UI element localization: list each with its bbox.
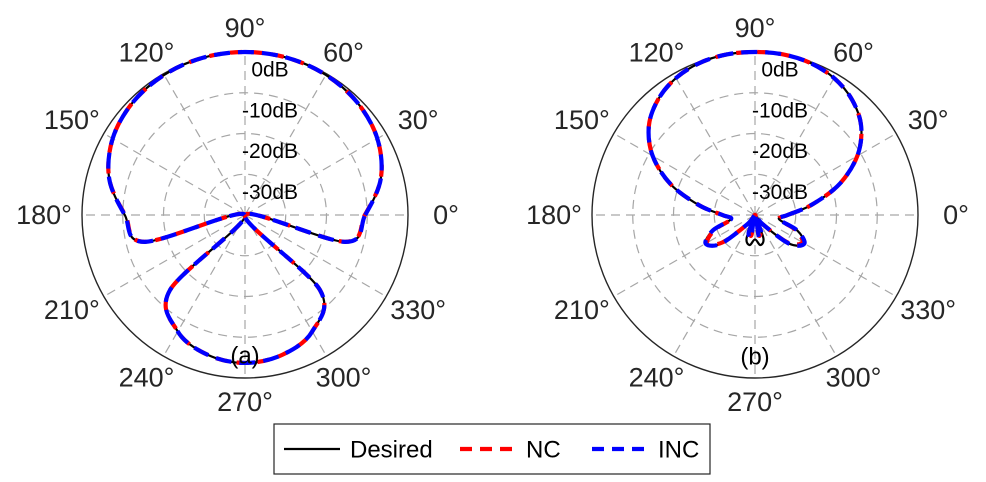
r-tick-label: -30dB <box>752 181 808 204</box>
grid-spoke <box>754 214 897 298</box>
grid-spoke <box>613 214 756 298</box>
legend-label-nc: NC <box>526 437 561 464</box>
angle-tick-label: 150° <box>44 105 100 135</box>
grid-spoke <box>672 214 756 357</box>
angle-tick-label: 60° <box>833 37 874 67</box>
angle-tick-label: 300° <box>826 363 882 393</box>
r-tick-label: -10dB <box>752 99 808 122</box>
angle-tick-label: 300° <box>316 363 372 393</box>
panel-label: (a) <box>230 343 259 370</box>
grid-spoke <box>244 132 387 216</box>
angle-tick-label: 120° <box>629 37 685 67</box>
angle-tick-label: 240° <box>119 363 175 393</box>
legend-label-inc: INC <box>658 437 699 464</box>
angle-tick-label: 120° <box>119 37 175 67</box>
angle-tick-label: 330° <box>390 295 446 325</box>
grid-spoke <box>754 132 897 216</box>
r-tick-label: -30dB <box>242 181 298 204</box>
series-line-inc <box>646 49 864 248</box>
grid-spoke <box>613 132 756 216</box>
grid-spoke <box>244 73 328 216</box>
panel-label: (b) <box>740 344 769 371</box>
angle-tick-label: 60° <box>323 37 364 67</box>
polar-panel-b: 0dB -10dB -20dB -30dB 0° 30° 60° 90° 120° 150° 180… <box>526 13 969 417</box>
polar-panel-a: 0dB -10dB -20dB -30dB 0° 30° 60° 90° 120° 150° 180… <box>16 13 459 417</box>
angle-tick-label: 90° <box>225 13 266 43</box>
r-tick-label: -20dB <box>242 140 298 163</box>
angle-tick-label: 150° <box>554 105 610 135</box>
grid-spoke <box>754 73 838 216</box>
angle-tick-label: 240° <box>629 363 685 393</box>
angle-tick-label: 180° <box>526 200 582 230</box>
angle-tick-label: 30° <box>398 105 439 135</box>
angle-tick-label: 90° <box>735 13 776 43</box>
angle-tick-label: 180° <box>16 200 72 230</box>
grid-spoke <box>754 214 838 357</box>
grid-spoke <box>244 214 387 298</box>
r-tick-label: 0dB <box>251 59 288 82</box>
series-line-inc <box>106 49 384 366</box>
angle-tick-label: 0° <box>433 200 459 230</box>
grid-spoke <box>672 73 756 216</box>
grid-spoke <box>162 73 246 216</box>
angle-tick-label: 210° <box>554 295 610 325</box>
r-tick-label: -20dB <box>752 140 808 163</box>
grid-circle <box>713 173 797 257</box>
angle-tick-label: 210° <box>44 295 100 325</box>
angle-tick-label: 270° <box>217 387 273 417</box>
grid-circle <box>203 173 287 257</box>
r-tick-label: -10dB <box>242 99 298 122</box>
r-tick-label: 0dB <box>761 59 798 82</box>
angle-tick-label: 30° <box>908 105 949 135</box>
angle-tick-label: 0° <box>943 200 969 230</box>
legend-label-desired: Desired <box>350 437 433 464</box>
angle-tick-label: 270° <box>727 387 783 417</box>
grid-spoke <box>103 132 246 216</box>
legend: Desired NC INC <box>273 423 711 475</box>
grid-spoke <box>103 214 246 298</box>
angle-tick-label: 330° <box>900 295 956 325</box>
